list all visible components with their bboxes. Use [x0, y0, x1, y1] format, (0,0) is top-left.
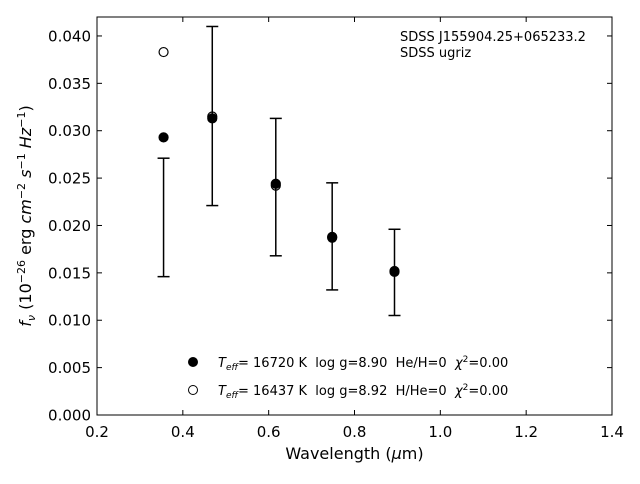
y-tick-label: 0.000: [48, 407, 91, 425]
data-point-open: [327, 232, 338, 243]
x-tick-label: 0.8: [343, 423, 367, 441]
data-point-open: [207, 111, 218, 122]
y-tick-label: 0.035: [48, 75, 91, 93]
error-bar: [157, 157, 170, 278]
y-tick-label: 0.015: [48, 264, 91, 282]
y-tick-label: 0.040: [48, 27, 91, 45]
data-point-filled: [158, 132, 169, 143]
x-axis-label: Wavelength (μm): [285, 444, 423, 463]
legend-label-filled: Teff= 16720 K log g=8.90 He/H=0 χ2=0.00: [218, 355, 508, 373]
annotation-object: SDSS J155904.25+065233.2: [400, 30, 586, 45]
x-tick-label: 0.2: [85, 423, 109, 441]
x-tick-label: 1.4: [600, 423, 624, 441]
x-tick-label: 0.6: [257, 423, 281, 441]
data-point-open: [389, 265, 400, 277]
legend-marker-open: [188, 385, 198, 395]
legend-marker-filled: [188, 357, 198, 367]
y-tick-label: 0.020: [48, 217, 91, 235]
data-point-open: [270, 180, 281, 191]
data-point-open: [158, 46, 169, 58]
data-markers: [158, 46, 400, 278]
y-tick-label: 0.030: [48, 122, 91, 140]
legend: Teff= 16720 K log g=8.90 He/H=0 χ2=0.00 …: [188, 355, 508, 401]
y-tick-label: 0.010: [48, 312, 91, 330]
legend-label-open: Teff= 16437 K log g=8.92 H/He=0 χ2=0.00: [218, 383, 508, 401]
y-tick-label: 0.025: [48, 170, 91, 188]
annotation-survey: SDSS ugriz: [400, 46, 471, 61]
y-axis-label: fν (10−26 erg cm−2 s−1 Hz−1): [15, 105, 38, 326]
y-tick-label: 0.005: [48, 359, 91, 377]
x-tick-label: 0.4: [171, 423, 195, 441]
x-tick-label: 1.0: [428, 423, 452, 441]
axis-ticks: 0.2 0.4 0.6 0.8 1.0 1.2 1.4 0.000 0.005 0.010 0.01…: [48, 17, 624, 441]
error-bars: [157, 25, 401, 317]
x-tick-label: 1.2: [514, 423, 538, 441]
